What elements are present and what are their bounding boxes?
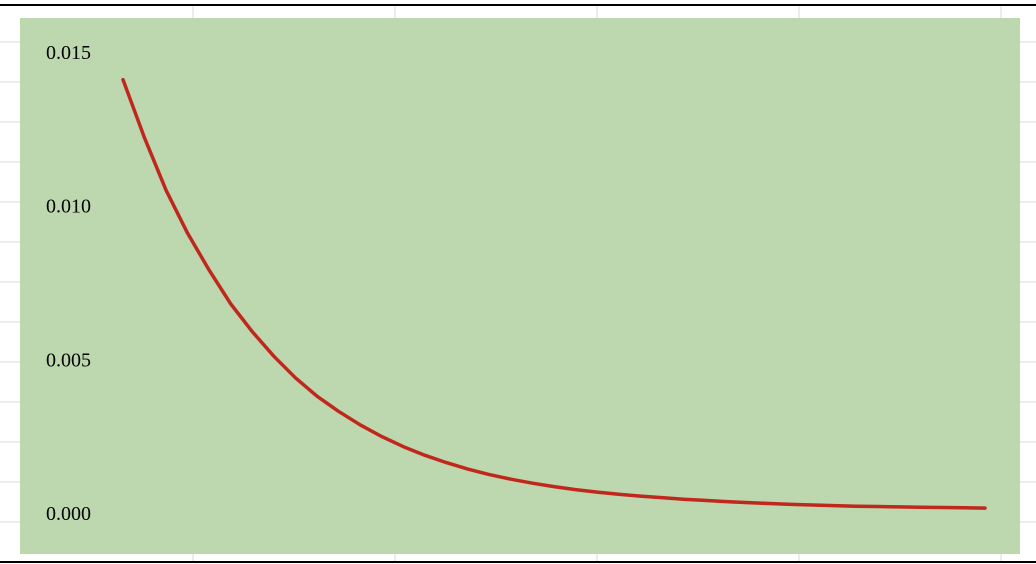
series-point	[703, 499, 706, 502]
series-point	[337, 410, 340, 413]
series-point	[423, 454, 426, 457]
series-point	[359, 423, 362, 426]
series-point	[811, 504, 814, 507]
series-line	[121, 77, 987, 510]
series-point	[272, 355, 275, 358]
series-point	[919, 506, 922, 509]
series-point	[940, 506, 943, 509]
series-point	[165, 189, 168, 192]
plot-area[interactable]	[20, 18, 1020, 554]
series-point	[294, 376, 297, 379]
series-point	[380, 435, 383, 438]
series-point	[876, 505, 879, 508]
series-point	[316, 395, 319, 398]
y-tick-label: 0.015	[46, 42, 91, 64]
series-point	[208, 269, 211, 272]
series-point	[509, 478, 512, 481]
series-point	[466, 468, 469, 471]
series-point	[897, 505, 900, 508]
series-point	[488, 473, 491, 476]
series-point	[746, 501, 749, 504]
series-point	[617, 493, 620, 496]
series-point	[229, 303, 232, 306]
series-point	[402, 445, 405, 448]
series-point	[186, 232, 189, 235]
series-point	[962, 506, 965, 509]
series-point	[445, 461, 448, 464]
series-point	[768, 502, 771, 505]
series-point	[660, 496, 663, 499]
series-point	[682, 498, 685, 501]
y-tick-label: 0.010	[46, 196, 91, 218]
series-point	[122, 78, 125, 81]
series-point	[251, 330, 254, 333]
y-tick-label: 0.000	[46, 503, 91, 525]
series-point	[984, 507, 987, 510]
series-point	[833, 504, 836, 507]
series-point	[725, 500, 728, 503]
y-tick-label: 0.005	[46, 349, 91, 371]
series-point	[639, 495, 642, 498]
series-point	[531, 482, 534, 485]
series-point	[553, 485, 556, 488]
series-point	[596, 491, 599, 494]
y-axis-tick-labels: 0.000 0.005 0.010 0.015	[46, 42, 91, 525]
series-point	[143, 137, 146, 140]
series-point	[854, 505, 857, 508]
series-point	[790, 503, 793, 506]
series-point	[574, 488, 577, 491]
